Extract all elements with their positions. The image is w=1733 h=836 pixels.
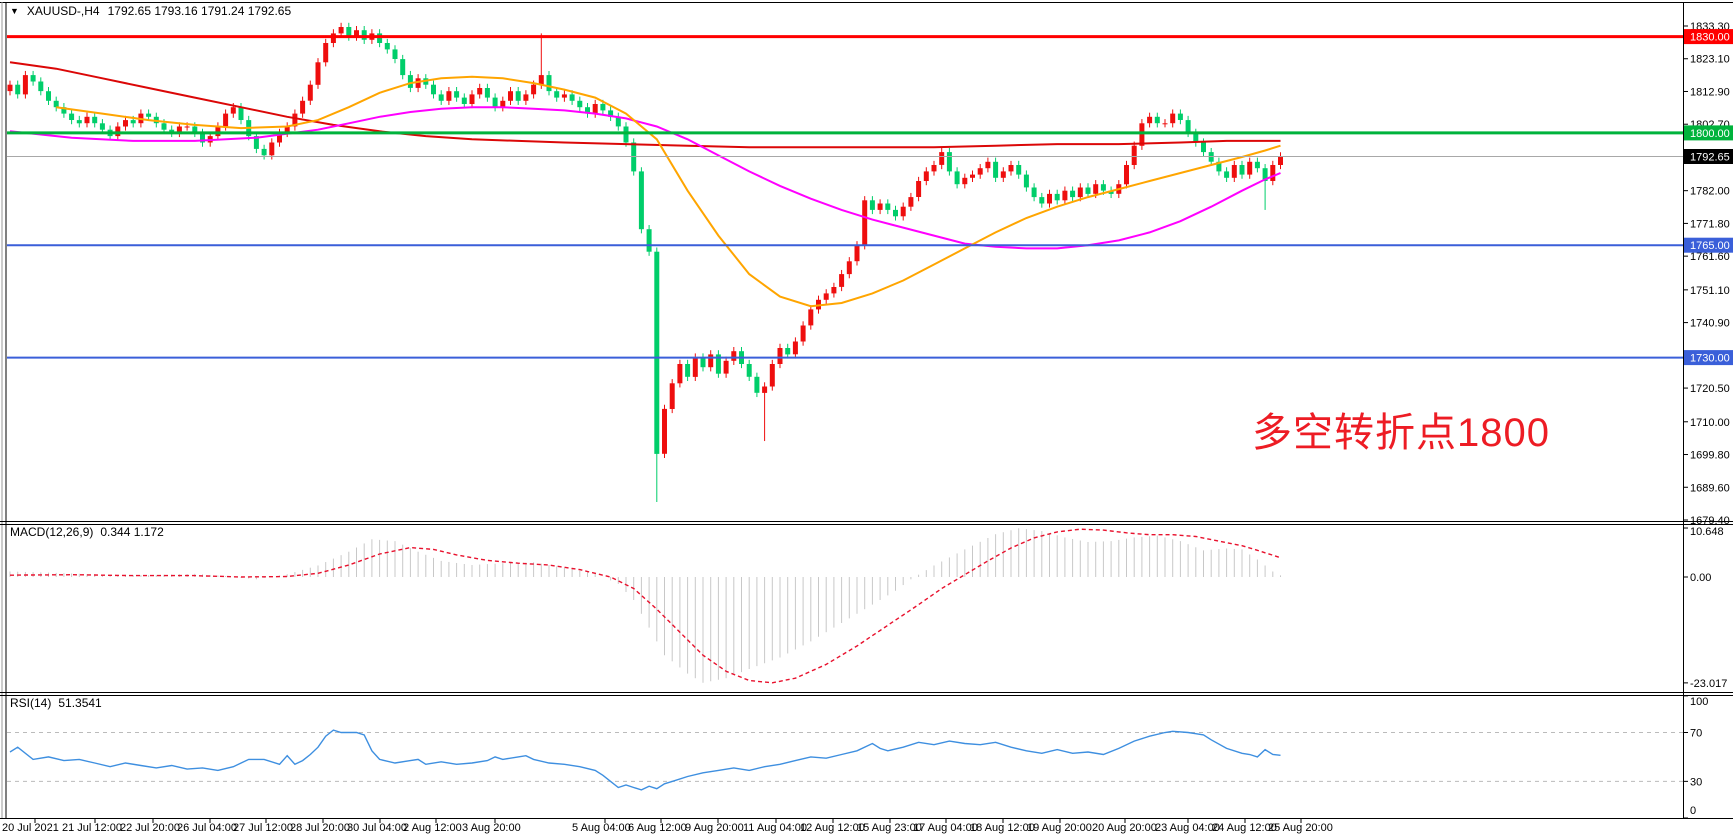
price-tick-label: 1699.80	[1690, 450, 1730, 462]
time-tick-label: 26 Jul 04:00	[177, 822, 237, 834]
time-tick-label: 6 Aug 12:00	[628, 822, 687, 834]
chart-titlebar: ▼ XAUUSD-,H4 1792.65 1793.16 1791.24 179…	[10, 4, 291, 18]
macd-indicator-name: MACD(12,26,9)	[10, 525, 93, 539]
price-badge-label: 1792.65	[1690, 151, 1730, 163]
price-badge-label: 1765.00	[1690, 240, 1730, 252]
rsi-pane-label: RSI(14) 51.3541	[10, 696, 102, 710]
time-tick-label: 18 Aug 12:00	[970, 822, 1035, 834]
price-tick-label: 1761.60	[1690, 251, 1730, 263]
chart-window: 1833.301823.101812.901802.701782.001771.…	[0, 0, 1733, 836]
price-tick-label: 1720.50	[1690, 383, 1730, 395]
time-tick-label: 2 Aug 12:00	[403, 822, 462, 834]
price-tick-label: 1771.80	[1690, 218, 1730, 230]
time-tick-label: 5 Aug 04:00	[572, 822, 631, 834]
price-tick-label: 1823.10	[1690, 54, 1730, 66]
rsi-indicator-value: 51.3541	[58, 696, 101, 710]
time-tick-label: 17 Aug 04:00	[913, 822, 978, 834]
price-tick-label: 1740.90	[1690, 318, 1730, 330]
macd-axis-label: 10.648	[1690, 526, 1724, 538]
price-tick-label: 1782.00	[1690, 186, 1730, 198]
time-tick-label: 3 Aug 20:00	[462, 822, 521, 834]
time-tick-label: 9 Aug 20:00	[685, 822, 744, 834]
candles-layer	[8, 23, 1284, 502]
price-tick-label: 1710.00	[1690, 417, 1730, 429]
time-tick-label: 23 Aug 04:00	[1155, 822, 1220, 834]
rsi-axis-label: 100	[1690, 696, 1708, 708]
time-tick-label: 22 Jul 20:00	[120, 822, 180, 834]
time-tick-label: 20 Aug 20:00	[1092, 822, 1157, 834]
price-tick-label: 1689.60	[1690, 482, 1730, 494]
rsi-indicator-name: RSI(14)	[10, 696, 51, 710]
time-tick-label: 30 Jul 04:00	[347, 822, 407, 834]
time-tick-label: 25 Aug 20:00	[1268, 822, 1333, 834]
price-badge-label: 1800.00	[1690, 128, 1730, 140]
price-badge-label: 1730.00	[1690, 353, 1730, 365]
rsi-axis-label: 70	[1690, 728, 1702, 740]
time-tick-label: 12 Aug 12:00	[800, 822, 865, 834]
price-tick-label: 1751.10	[1690, 285, 1730, 297]
macd-histogram	[10, 528, 1281, 683]
time-tick-label: 28 Jul 20:00	[290, 822, 350, 834]
symbol-dropdown-icon[interactable]: ▼	[10, 6, 19, 16]
time-tick-label: 27 Jul 12:00	[233, 822, 293, 834]
time-tick-label: 21 Jul 12:00	[62, 822, 122, 834]
symbol-period-label: XAUUSD-,H4	[27, 4, 100, 18]
ohlc-values: 1792.65 1793.16 1791.24 1792.65	[108, 4, 292, 18]
price-axis-labels: 1833.301823.101812.901802.701782.001771.…	[1683, 21, 1733, 818]
macd-pane-label: MACD(12,26,9) 0.344 1.172	[10, 525, 164, 539]
chart-text-annotation: 多空转折点1800	[1252, 400, 1550, 458]
rsi-axis-label: 0	[1690, 805, 1696, 817]
time-tick-label: 20 Jul 2021	[2, 822, 59, 834]
macd-indicator-values: 0.344 1.172	[100, 525, 163, 539]
macd-axis-label: -23.017	[1690, 678, 1727, 690]
macd-axis-label: 0.00	[1690, 572, 1711, 584]
price-badge-label: 1830.00	[1690, 32, 1730, 44]
time-axis-labels: 20 Jul 202121 Jul 12:0022 Jul 20:0026 Ju…	[2, 818, 1333, 834]
time-tick-label: 19 Aug 20:00	[1027, 822, 1092, 834]
macd-signal-line	[10, 529, 1281, 683]
rsi-axis-label: 30	[1690, 776, 1702, 788]
time-tick-label: 11 Aug 04:00	[743, 822, 807, 834]
price-tick-label: 1812.90	[1690, 86, 1730, 98]
